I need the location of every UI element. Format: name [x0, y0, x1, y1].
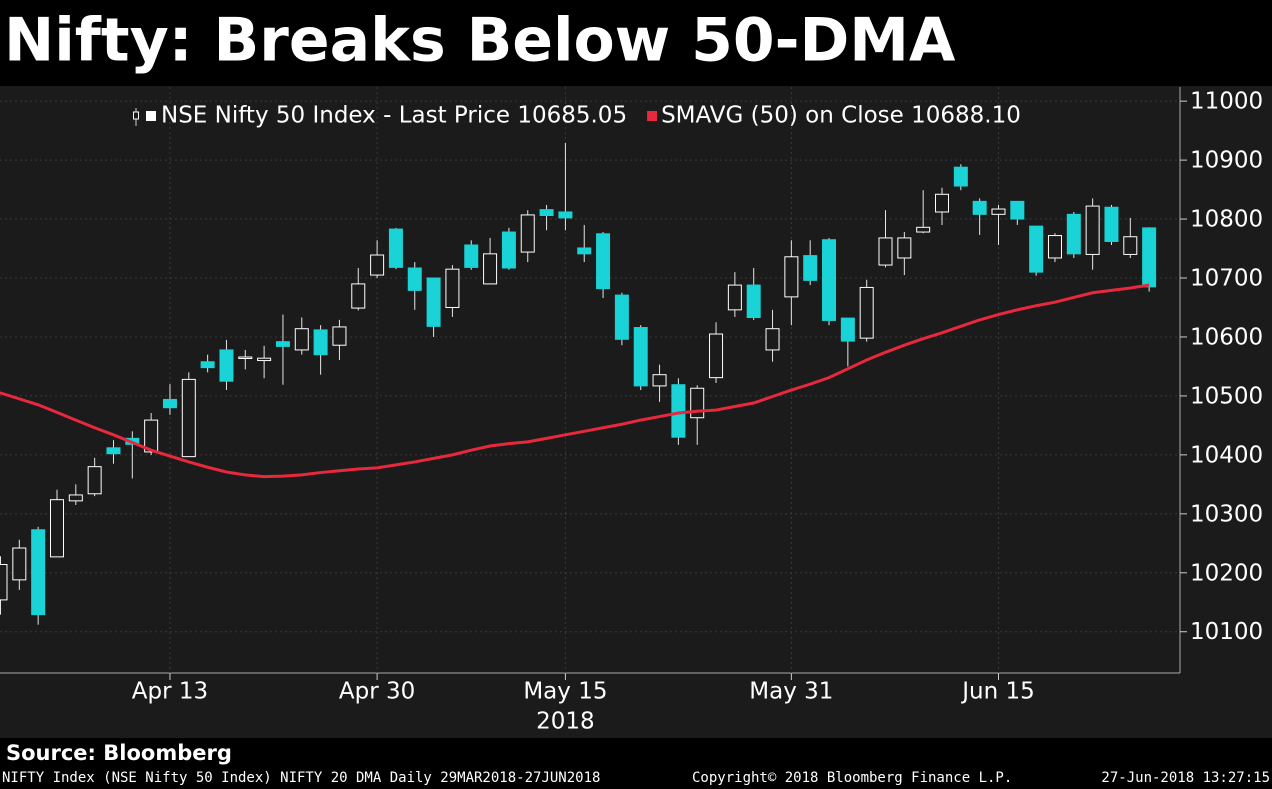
sma-line	[0, 283, 1150, 479]
candle-body	[1029, 225, 1044, 273]
x-tick-label: Apr 30	[339, 679, 415, 705]
candle-body	[558, 211, 573, 219]
candle-body	[351, 283, 366, 309]
x-tick-label: Jun 15	[960, 679, 1035, 705]
legend-icon	[133, 111, 139, 120]
grid: 10100 10200 10300 10400 10500 10600 10700 10800…	[0, 87, 1263, 735]
chart-title: Nifty: Breaks Below 50-DMA	[4, 6, 956, 76]
y-tick-label: 10200	[1190, 560, 1263, 586]
candle-body	[0, 564, 8, 601]
candle-body	[916, 226, 931, 233]
candle-body	[49, 499, 64, 558]
candle-body	[1104, 206, 1119, 242]
candle-body	[200, 361, 215, 369]
candle-body	[765, 328, 780, 351]
candle-body	[859, 286, 874, 339]
candle-body	[577, 247, 592, 255]
legend-label: SMAVG (50) on Close 10688.10	[661, 103, 1021, 129]
y-tick-label: 10800	[1190, 207, 1263, 233]
candle-body	[501, 231, 516, 269]
candle-body	[388, 228, 403, 268]
candle-body	[614, 294, 629, 340]
y-tick-label: 10100	[1190, 619, 1263, 645]
candle-body	[238, 356, 253, 360]
candle-body	[652, 374, 667, 387]
candle-body	[897, 237, 912, 259]
candle-body	[709, 333, 724, 379]
y-tick-label: 10400	[1190, 442, 1263, 468]
candle-body	[539, 209, 554, 217]
candle-body	[1010, 200, 1025, 220]
candle-body	[991, 208, 1006, 215]
candle-body	[464, 244, 479, 268]
candle-body	[596, 233, 611, 290]
candle-body	[803, 255, 818, 281]
candle-body	[690, 387, 705, 419]
candle-body	[181, 378, 196, 458]
candle-body	[671, 384, 686, 438]
candle-body	[445, 268, 460, 308]
candle-body	[426, 277, 441, 327]
candle-body	[31, 529, 46, 616]
candle-body	[727, 284, 742, 311]
plot-background	[0, 86, 1272, 738]
candle-body	[275, 341, 290, 347]
legend-label: NSE Nifty 50 Index - Last Price 10685.05	[161, 103, 627, 129]
candle-body	[483, 253, 498, 285]
candle-body	[162, 398, 177, 409]
candle-body	[746, 284, 761, 319]
candle-body	[953, 166, 968, 187]
legend-swatch	[146, 111, 156, 121]
y-tick-label: 10700	[1190, 266, 1263, 292]
candle-body	[313, 329, 328, 356]
candle-body	[1123, 236, 1138, 255]
candle-body	[1066, 213, 1081, 255]
y-tick-label: 10300	[1190, 501, 1263, 527]
candle-body	[935, 193, 949, 213]
candle-body	[332, 326, 347, 346]
footer-timestamp: 27-Jun-2018 13:27:15	[1101, 770, 1270, 786]
year-label: 2018	[536, 709, 595, 735]
y-tick-label: 11000	[1190, 89, 1263, 115]
candle-body	[370, 254, 385, 276]
candle-body	[68, 494, 83, 502]
candle-body	[822, 239, 837, 321]
candle-body	[407, 267, 422, 291]
candle-body	[87, 466, 102, 495]
y-tick-label: 10600	[1190, 324, 1263, 350]
candle-body	[878, 237, 893, 266]
candle-body	[1047, 235, 1062, 259]
x-tick-label: May 15	[523, 679, 607, 705]
footer-description: NIFTY Index (NSE Nifty 50 Index) NIFTY 2…	[2, 770, 600, 786]
footer-copyright: Copyright© 2018 Bloomberg Finance L.P.	[692, 770, 1012, 786]
candle-body	[840, 317, 855, 342]
x-tick-label: Apr 13	[132, 679, 208, 705]
candle-body	[12, 547, 27, 581]
y-tick-label: 10500	[1190, 383, 1263, 409]
candle-body	[257, 357, 272, 362]
legend-swatch	[647, 111, 658, 121]
candle-body	[219, 349, 234, 382]
candle-body	[106, 447, 121, 455]
marks	[0, 143, 1157, 625]
candle-body	[144, 419, 159, 453]
candle-body	[294, 328, 309, 351]
source: Source: Bloomberg	[6, 741, 232, 765]
candle-body	[1085, 205, 1100, 255]
y-tick-label: 10900	[1190, 148, 1263, 174]
candle-body	[1142, 227, 1157, 288]
candle-body	[972, 200, 987, 215]
x-tick-label: May 31	[749, 679, 833, 705]
candle-body	[784, 256, 799, 298]
legend: NSE Nifty 50 Index - Last Price 10685.05…	[133, 103, 1021, 129]
candle-body	[633, 327, 648, 387]
candle-body	[520, 214, 535, 253]
